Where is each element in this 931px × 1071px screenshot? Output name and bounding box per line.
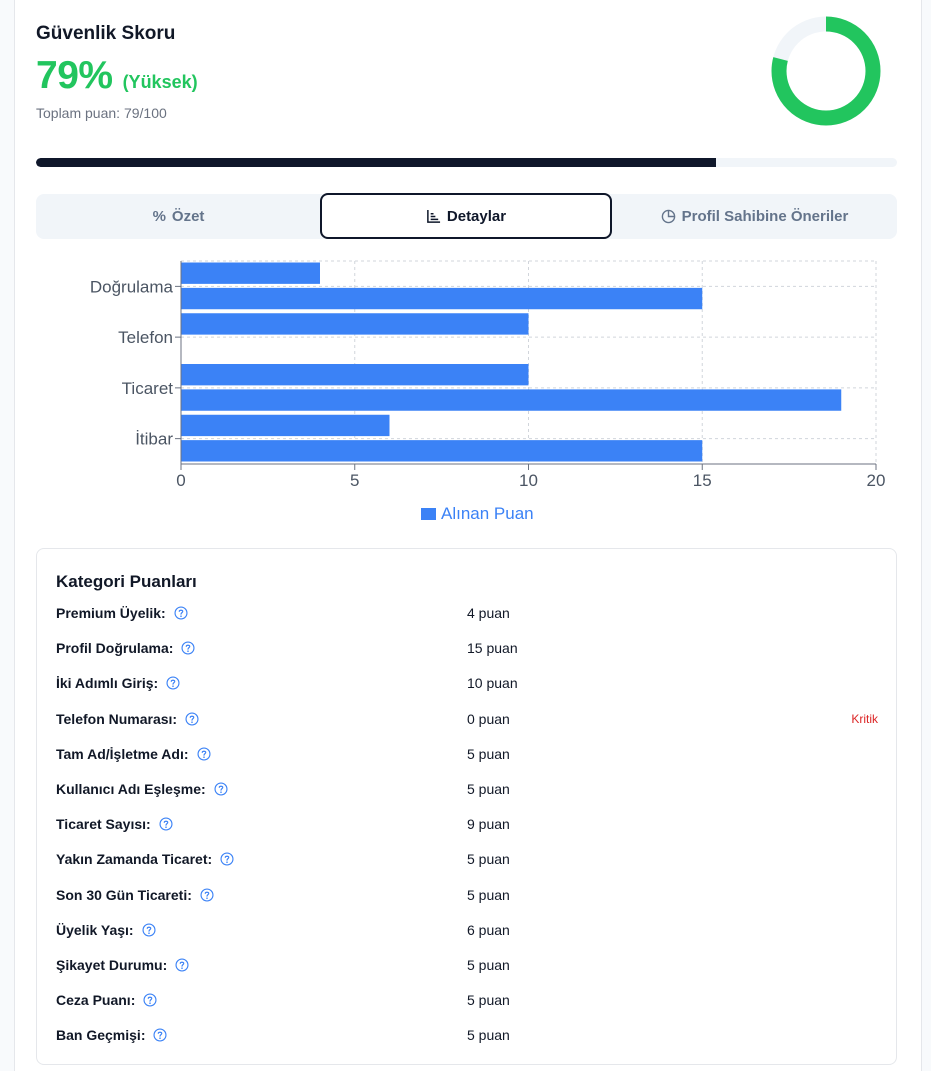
x-tick-label: 10 [519,471,538,490]
tab-detaylar[interactable]: Detaylar [320,193,612,239]
bar [181,440,703,462]
y-tick-label: Telefon [118,328,173,347]
bar [181,262,320,284]
score-percentage: 79% [36,54,113,97]
help-icon[interactable] [174,606,188,620]
score-summary: 79% (Yüksek) [36,54,198,98]
donut-score-arc [771,16,881,126]
help-icon[interactable] [185,712,199,726]
category-label: Yakın Zamanda Ticaret: [56,851,234,867]
total-score: Toplam puan: 79/100 [36,105,167,121]
list-item: Kullanıcı Adı Eşleşme: 5 puan [56,781,878,801]
help-icon[interactable] [196,747,211,761]
category-value: 5 puan [467,992,510,1009]
legend-swatch [421,508,436,520]
chart-x-tick-labels: 0 5 10 15 20 [176,464,885,490]
score-progress-bar [36,158,897,167]
category-bar-chart: Doğrulama Telefon Ticaret İtibar 0 5 10 15 20 A… [90,260,885,523]
list-item: Premium Üyelik: 4 puan [56,605,878,625]
category-label: Kullanıcı Adı Eşleşme: [56,781,228,797]
category-label: Son 30 Gün Ticareti: [56,887,214,903]
bar [181,364,529,386]
category-label: Premium Üyelik: [56,605,188,621]
category-value: 9 puan [467,816,510,833]
chart-bars [181,262,842,462]
help-icon[interactable] [166,676,180,690]
critical-badge: Kritik [851,711,878,726]
category-label: Şikayet Durumu: [56,957,189,973]
help-icon[interactable] [153,1028,168,1042]
category-value: 15 puan [467,640,518,657]
help-icon[interactable] [200,888,214,902]
help-icon[interactable] [142,923,156,937]
x-tick-label: 15 [693,471,712,490]
security-score-card: Güvenlik Skoru 79% (Yüksek) Toplam puan:… [14,0,922,1071]
list-item: Yakın Zamanda Ticaret: 5 puan [56,851,878,871]
score-title: Güvenlik Skoru [36,23,176,44]
category-label: Profil Doğrulama: [56,640,195,656]
list-item: İki Adımlı Giriş: 10 puan [56,675,878,695]
category-scores-card: Kategori Puanları Premium Üyelik: 4 puan P… [36,548,897,1065]
list-item: Ceza Puanı: 5 puan [56,992,878,1012]
category-value: 6 puan [467,921,510,938]
category-value: 10 puan [467,675,518,692]
category-label: Tam Ad/İşletme Adı: [56,746,211,762]
help-icon[interactable] [159,817,173,831]
x-tick-label: 0 [176,471,185,490]
bar [181,389,842,411]
category-value: 5 puan [467,1027,510,1044]
tab-bar: % Özet Detaylar Profil Sahibine Öneriler [36,193,897,239]
category-label: Telefon Numarası: [56,711,199,727]
category-value: 5 puan [467,851,510,868]
score-level: (Yüksek) [122,72,198,92]
category-label: İki Adımlı Giriş: [56,675,180,691]
list-item: Üyelik Yaşı: 6 puan [56,922,878,942]
category-scores-title: Kategori Puanları [56,572,197,591]
list-item: Ban Geçmişi: 5 puan [56,1027,878,1047]
bar [181,414,390,437]
help-icon[interactable] [220,852,234,866]
help-icon[interactable] [181,641,195,655]
category-value: 5 puan [467,886,510,903]
score-donut-chart [771,16,881,126]
x-tick-label: 5 [350,471,359,490]
tab-label: Detaylar [446,207,507,225]
category-label: Üyelik Yaşı: [56,922,156,938]
y-tick-label: İtibar [135,430,173,449]
pie-chart-icon [661,209,675,224]
score-progress-fill [36,158,717,167]
list-item: Tam Ad/İşletme Adı: 5 puan [56,746,878,766]
help-icon[interactable] [175,958,189,972]
y-tick-label: Ticaret [122,379,174,398]
bar-chart-icon [427,209,440,223]
list-item: Ticaret Sayısı: 9 puan [56,816,878,836]
chart-y-tick-labels: Doğrulama Telefon Ticaret İtibar [90,277,181,449]
category-value: 5 puan [467,745,510,762]
bar [181,287,703,310]
category-value: 5 puan [467,957,510,973]
category-value: 4 puan [467,605,510,621]
percent-icon: % [152,208,166,225]
category-value: 5 puan [467,781,510,797]
list-item: Profil Doğrulama: 15 puan [56,640,878,660]
help-icon[interactable] [214,782,228,796]
y-tick-label: Doğrulama [90,277,174,296]
tab-label: Özet [171,208,205,225]
list-item: Son 30 Gün Ticareti: 5 puan [56,887,878,907]
list-item: Şikayet Durumu: 5 puan [56,957,878,977]
category-label: Ceza Puanı: [56,992,157,1008]
tab-label: Profil Sahibine Öneriler [681,208,849,225]
category-value: 0 puan [467,710,510,727]
category-label: Ban Geçmişi: [56,1027,168,1043]
legend-label: Alınan Puan [441,504,534,523]
tab-ozet[interactable]: % Özet [36,194,321,239]
list-item: Telefon Numarası: 0 puan Kritik [56,711,878,731]
tab-profil-onerileri[interactable]: Profil Sahibine Öneriler [612,194,897,239]
help-icon[interactable] [143,993,157,1007]
category-label: Ticaret Sayısı: [56,816,173,832]
x-tick-label: 20 [867,471,886,490]
chart-legend: Alınan Puan [421,504,534,523]
bar [181,313,529,335]
